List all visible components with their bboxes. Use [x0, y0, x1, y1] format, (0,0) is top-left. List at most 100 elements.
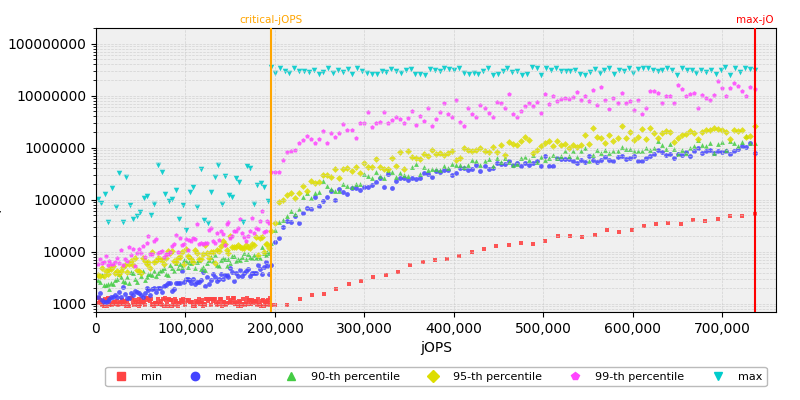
- Point: [209, 252, 222, 259]
- Point: [599, 154, 612, 160]
- Point: [748, 139, 761, 146]
- Point: [117, 261, 130, 268]
- Point: [562, 144, 575, 151]
- Point: [398, 175, 410, 181]
- Point: [466, 148, 479, 154]
- Point: [342, 281, 355, 287]
- Point: [222, 192, 235, 198]
- Point: [438, 100, 450, 106]
- Point: [579, 93, 592, 99]
- Point: [181, 247, 194, 254]
- Point: [258, 298, 271, 305]
- Point: [150, 300, 162, 306]
- Point: [146, 251, 158, 257]
- Point: [210, 302, 223, 308]
- Point: [378, 184, 390, 190]
- Point: [382, 171, 394, 178]
- Point: [402, 177, 414, 184]
- Point: [164, 297, 177, 303]
- Point: [542, 155, 555, 161]
- Point: [238, 302, 251, 308]
- Point: [162, 303, 174, 310]
- Point: [522, 137, 535, 143]
- Point: [205, 301, 218, 308]
- Point: [313, 136, 326, 142]
- Point: [222, 300, 235, 306]
- Point: [744, 140, 757, 146]
- Point: [222, 256, 235, 262]
- Point: [598, 66, 610, 73]
- Point: [530, 99, 543, 105]
- Point: [109, 259, 122, 266]
- Point: [680, 149, 693, 156]
- Point: [95, 272, 108, 279]
- Point: [240, 256, 253, 262]
- Point: [478, 148, 491, 154]
- Point: [748, 210, 761, 217]
- Point: [247, 200, 260, 207]
- Point: [591, 147, 604, 153]
- Point: [198, 216, 210, 223]
- Point: [233, 178, 246, 185]
- Point: [289, 212, 302, 219]
- Point: [426, 166, 438, 172]
- Point: [186, 299, 198, 306]
- Point: [230, 228, 242, 234]
- Point: [613, 229, 626, 235]
- Point: [232, 303, 245, 309]
- Point: [394, 116, 406, 122]
- Point: [148, 238, 161, 244]
- Point: [696, 150, 709, 156]
- Point: [667, 139, 680, 145]
- Point: [430, 151, 442, 157]
- Point: [728, 126, 741, 133]
- Point: [261, 217, 274, 224]
- Point: [230, 300, 243, 307]
- Point: [607, 95, 620, 101]
- Point: [109, 204, 122, 210]
- Point: [732, 146, 745, 152]
- Point: [494, 142, 507, 148]
- Point: [175, 242, 188, 249]
- Point: [142, 233, 155, 240]
- Point: [720, 129, 733, 136]
- Point: [330, 286, 343, 292]
- Point: [734, 68, 746, 75]
- Point: [103, 286, 116, 292]
- Point: [285, 148, 298, 154]
- Point: [414, 175, 426, 182]
- Point: [712, 126, 725, 132]
- Point: [158, 295, 171, 301]
- Point: [736, 127, 749, 133]
- Point: [170, 186, 182, 193]
- Point: [732, 82, 745, 89]
- Point: [178, 299, 190, 305]
- Point: [639, 104, 652, 111]
- Point: [643, 125, 656, 131]
- Point: [671, 135, 684, 141]
- Point: [114, 294, 127, 300]
- Point: [209, 296, 222, 302]
- Point: [659, 93, 672, 99]
- Point: [254, 235, 266, 241]
- Point: [559, 68, 572, 74]
- Point: [265, 64, 278, 70]
- Point: [534, 110, 547, 116]
- Point: [301, 133, 314, 140]
- Point: [441, 256, 454, 262]
- Point: [243, 272, 256, 279]
- Point: [699, 218, 712, 224]
- Point: [502, 158, 515, 165]
- Point: [265, 240, 278, 247]
- Point: [526, 152, 539, 158]
- Point: [197, 269, 210, 275]
- Point: [700, 148, 713, 154]
- Point: [226, 252, 238, 259]
- Point: [690, 70, 702, 76]
- Point: [205, 277, 218, 283]
- Point: [744, 140, 757, 146]
- Point: [213, 299, 226, 306]
- Point: [583, 69, 596, 76]
- Point: [220, 263, 233, 269]
- Point: [146, 286, 158, 292]
